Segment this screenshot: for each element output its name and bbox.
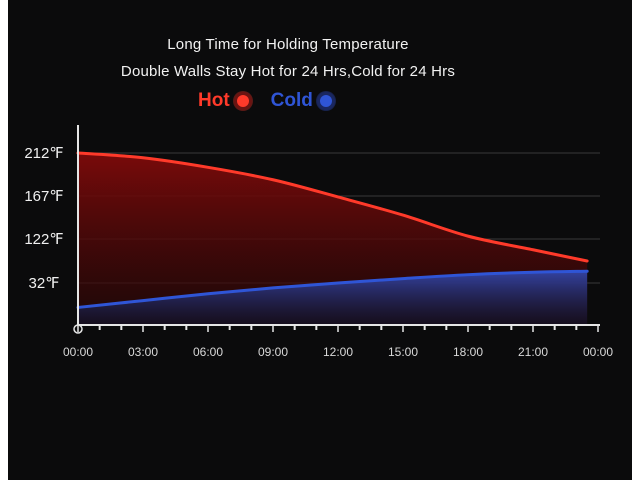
y-tick-label-2: 122℉ xyxy=(24,231,63,248)
x-tick-label-8: 00:00 xyxy=(583,345,613,359)
chart-panel: Long Time for Holding Temperature Double… xyxy=(8,0,632,480)
x-tick-label-4: 12:00 xyxy=(323,345,353,359)
chart-svg: 00:00 03:00 06:00 09:00 12:00 15:00 18:00 21:00… xyxy=(24,125,613,359)
chart-title: Long Time for Holding Temperature xyxy=(167,36,409,53)
legend-marker-hot xyxy=(236,95,249,107)
x-tick-label-7: 21:00 xyxy=(518,345,548,359)
legend-label-cold: Cold xyxy=(270,90,313,111)
x-tick-label-3: 09:00 xyxy=(258,345,288,359)
x-tick-label-6: 18:00 xyxy=(453,345,483,359)
legend-label-hot: Hot xyxy=(198,90,230,111)
area-cold xyxy=(78,271,588,325)
legend: Hot Cold xyxy=(198,89,354,113)
legend-item-hot: Hot xyxy=(198,90,249,112)
x-tick-label-2: 06:00 xyxy=(193,345,223,359)
y-tick-label-3: 32℉ xyxy=(29,275,60,292)
line-hot xyxy=(76,151,589,263)
line-cold xyxy=(76,269,589,309)
x-tick-label-1: 03:00 xyxy=(128,345,158,359)
legend-marker-cold xyxy=(319,95,332,107)
y-tick-label-1: 167℉ xyxy=(24,188,63,205)
x-tick-label-0: 00:00 xyxy=(63,345,93,359)
chart-subtitle: Double Walls Stay Hot for 24 Hrs,Cold fo… xyxy=(120,63,456,80)
x-tick-label-5: 15:00 xyxy=(388,345,418,359)
y-tick-label-0: 212℉ xyxy=(24,145,63,162)
legend-item-cold: Cold xyxy=(271,90,332,112)
